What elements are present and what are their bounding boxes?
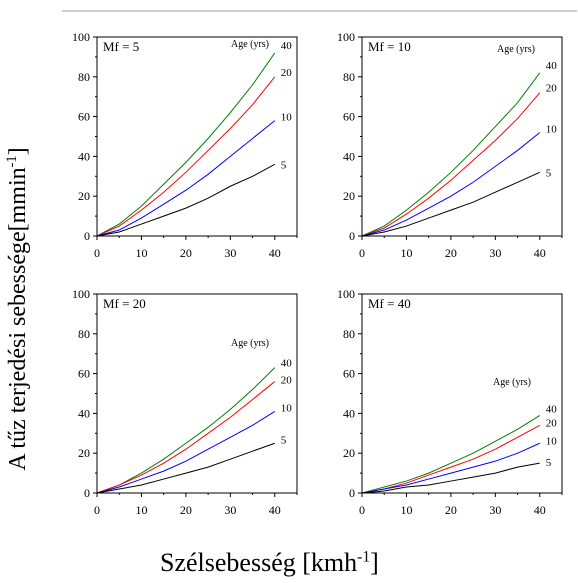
legend-title: Age (yrs) xyxy=(497,44,535,55)
series-line-age-40 xyxy=(361,414,541,494)
series-label-age-10: 10 xyxy=(281,402,293,414)
x-tick-label: 30 xyxy=(489,246,501,260)
series-label-age-40: 40 xyxy=(281,40,293,52)
series-label-age-40: 40 xyxy=(546,60,558,72)
y-tick-label: 80 xyxy=(78,327,90,341)
y-tick-label: 60 xyxy=(78,110,90,124)
y-tick-label: 20 xyxy=(343,446,355,460)
series-line-age-5 xyxy=(361,171,540,237)
y-tick-label: 80 xyxy=(343,70,355,84)
series-label-age-5: 5 xyxy=(546,167,552,179)
panel-title: Mf = 10 xyxy=(368,39,411,54)
y-tick-label: 80 xyxy=(343,327,355,341)
x-tick-label: 30 xyxy=(224,503,236,517)
x-axis-label: Szélsebesség [kmh-1] xyxy=(160,548,379,577)
y-tick-label: 60 xyxy=(343,110,355,124)
x-tick-label: 20 xyxy=(180,503,192,517)
y-tick-label: 100 xyxy=(337,30,355,44)
panel-title: Mf = 40 xyxy=(368,296,411,311)
x-tick-label: 0 xyxy=(359,503,365,517)
series-line-age-10 xyxy=(96,120,276,237)
y-tick-label: 40 xyxy=(343,149,355,163)
chart-panel-2: 0 20 40 60 80 100 0 10 20 30 40 Mf = 10 Age (yrs) 40 2… xyxy=(337,30,563,260)
series-label-age-10: 10 xyxy=(546,124,558,136)
y-tick-label: 0 xyxy=(84,229,90,243)
series-label-age-10: 10 xyxy=(546,435,558,447)
y-tick-label: 0 xyxy=(349,486,355,500)
series-label-age-5: 5 xyxy=(281,434,287,446)
x-tick-label: 0 xyxy=(94,503,100,517)
y-tick-label: 40 xyxy=(78,406,90,420)
series-label-age-5: 5 xyxy=(281,159,287,171)
y-tick-label: 40 xyxy=(343,406,355,420)
y-tick-label: 100 xyxy=(72,287,90,301)
panel-title: Mf = 5 xyxy=(103,39,139,54)
y-tick-label: 0 xyxy=(84,486,90,500)
series-line-age-40 xyxy=(96,367,276,494)
x-tick-label: 40 xyxy=(534,503,546,517)
series-line-age-5 xyxy=(96,163,276,237)
series-line-age-20 xyxy=(96,76,276,237)
x-tick-label: 10 xyxy=(400,503,412,517)
x-tick-label: 40 xyxy=(269,503,281,517)
series-line-age-40 xyxy=(361,72,541,237)
x-tick-label: 10 xyxy=(135,503,147,517)
series-label-age-40: 40 xyxy=(281,358,293,370)
series-line-age-10 xyxy=(96,410,276,494)
legend-title: Age (yrs) xyxy=(231,39,269,50)
series-line-age-20 xyxy=(96,381,276,494)
series-line-age-10 xyxy=(361,132,541,237)
x-tick-label: 0 xyxy=(359,246,365,260)
x-tick-label: 40 xyxy=(269,246,281,260)
series-label-age-20: 20 xyxy=(281,375,293,387)
plot-frame xyxy=(96,36,298,237)
y-tick-label: 20 xyxy=(78,446,90,460)
series-line-age-20 xyxy=(361,424,541,494)
series-label-age-40: 40 xyxy=(546,403,558,415)
x-tick-label: 0 xyxy=(94,246,100,260)
y-tick-label: 0 xyxy=(349,229,355,243)
series-line-age-5 xyxy=(96,442,275,494)
y-tick-label: 60 xyxy=(78,367,90,381)
y-tick-label: 20 xyxy=(343,189,355,203)
x-tick-label: 20 xyxy=(445,246,457,260)
series-label-age-5: 5 xyxy=(546,457,552,469)
x-tick-label: 30 xyxy=(224,246,236,260)
y-tick-label: 20 xyxy=(78,189,90,203)
x-tick-label: 10 xyxy=(135,246,147,260)
chart-panel-4: 0 20 40 60 80 100 0 10 20 30 40 Mf = 40 Age (yrs) 40 2… xyxy=(337,287,563,517)
y-tick-label: 80 xyxy=(78,70,90,84)
series-line-age-5 xyxy=(361,462,540,494)
x-tick-label: 20 xyxy=(180,246,192,260)
y-tick-label: 40 xyxy=(78,149,90,163)
series-line-age-10 xyxy=(361,442,540,494)
panel-title: Mf = 20 xyxy=(103,296,146,311)
series-label-age-20: 20 xyxy=(546,83,558,95)
series-label-age-20: 20 xyxy=(546,417,558,429)
plot-frame xyxy=(96,293,298,494)
series-line-age-20 xyxy=(361,92,541,237)
y-tick-label: 60 xyxy=(343,367,355,381)
chart-panel-1: 0 20 40 60 80 100 0 10 20 30 40 Mf = 5 Age (yrs) 40 20… xyxy=(72,30,298,260)
series-label-age-20: 20 xyxy=(281,67,293,79)
chart-panel-3: 0 20 40 60 80 100 0 10 20 30 40 Mf = 20 Age (yrs) 40 2… xyxy=(72,287,298,517)
x-tick-label: 40 xyxy=(534,246,546,260)
x-tick-label: 10 xyxy=(400,246,412,260)
y-tick-label: 100 xyxy=(72,30,90,44)
x-tick-label: 30 xyxy=(489,503,501,517)
y-axis-label: A tűz terjedési sebessége[mmin-1] xyxy=(4,147,31,471)
legend-title: Age (yrs) xyxy=(493,377,531,388)
y-tick-label: 100 xyxy=(337,287,355,301)
series-label-age-10: 10 xyxy=(281,112,293,124)
x-tick-label: 20 xyxy=(445,503,457,517)
series-line-age-40 xyxy=(96,52,276,237)
legend-title: Age (yrs) xyxy=(231,338,269,349)
